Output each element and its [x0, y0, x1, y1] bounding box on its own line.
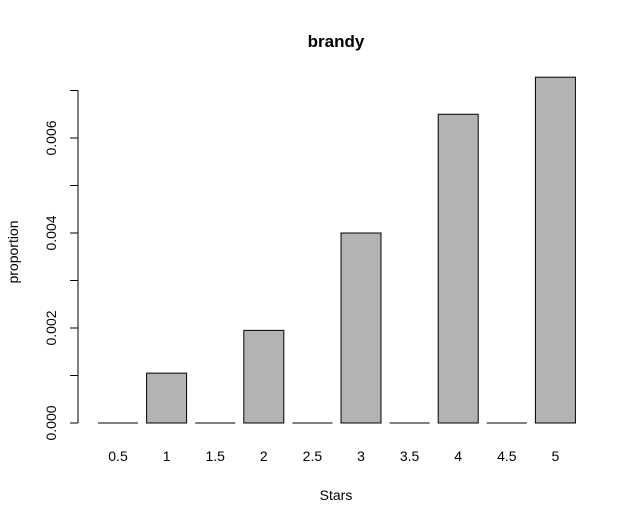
- chart-title: brandy: [308, 32, 365, 51]
- x-tick-label: 2: [260, 448, 268, 464]
- bars-group: [98, 76, 576, 424]
- bar-4: [437, 113, 479, 424]
- x-tick-label: 3.5: [400, 448, 420, 464]
- y-tick-label: 0.000: [43, 405, 59, 440]
- x-tick-label: 2.5: [303, 448, 323, 464]
- bar-5: [534, 76, 576, 424]
- bar-1: [146, 372, 188, 424]
- x-axis-label: Stars: [320, 487, 353, 503]
- bar-3: [340, 232, 382, 424]
- x-tick-label: 4.5: [497, 448, 517, 464]
- y-tick-label: 0.006: [43, 120, 59, 155]
- y-tick-label: 0.004: [43, 215, 59, 250]
- y-tick-label: 0.002: [43, 310, 59, 345]
- x-tick-label: 1: [163, 448, 171, 464]
- x-tick-label: 4: [454, 448, 462, 464]
- bar-2: [243, 329, 285, 424]
- x-tick-label: 3: [357, 448, 365, 464]
- x-tick-label: 1.5: [205, 448, 225, 464]
- x-tick-label: 0.5: [108, 448, 128, 464]
- x-tick-labels: 0.5 1 1.5 2 2.5 3 3.5 4 4.5 5: [108, 448, 559, 464]
- x-tick-label: 5: [552, 448, 560, 464]
- y-axis: 0.000 0.002 0.004 0.006: [43, 90, 79, 441]
- y-axis-label: proportion: [5, 220, 21, 283]
